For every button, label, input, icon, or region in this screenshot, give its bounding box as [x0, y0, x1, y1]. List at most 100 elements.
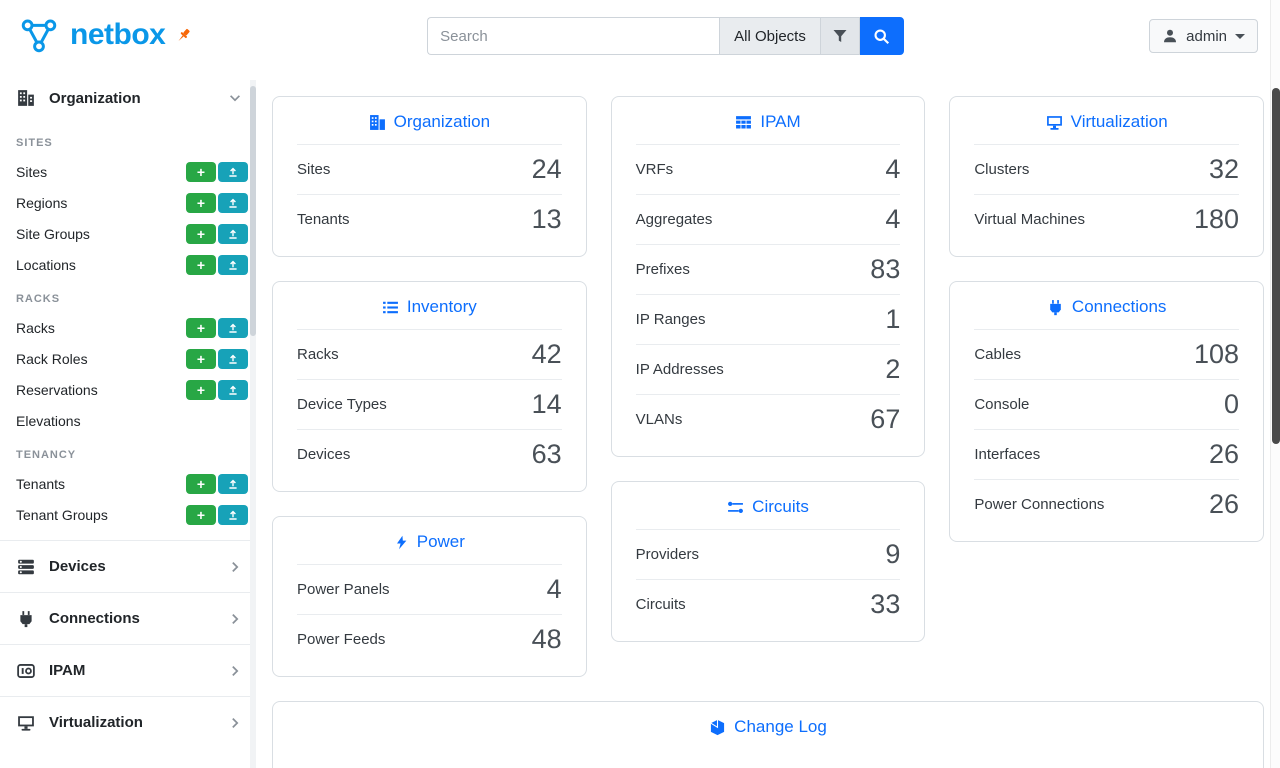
monitor-icon	[16, 714, 36, 732]
person-icon	[1162, 28, 1178, 44]
stat-label[interactable]: Clusters	[974, 161, 1030, 178]
card-power: Power Power Panels 4 Power Feeds 48	[272, 516, 587, 677]
sidebar-item-reservations[interactable]: Reservations +	[0, 374, 256, 405]
import-button[interactable]	[218, 317, 248, 338]
sidebar-item-label: Devices	[49, 558, 106, 575]
stat-label[interactable]: Device Types	[297, 396, 387, 413]
stat-row-power-connections: Power Connections 26	[974, 479, 1240, 529]
card-organization-header: Organization	[297, 97, 562, 144]
logo-row: netbox	[0, 0, 256, 72]
stat-label[interactable]: Racks	[297, 346, 339, 363]
stat-row-tenants: Tenants 13	[297, 194, 562, 244]
stat-label[interactable]: Aggregates	[635, 211, 713, 228]
sidebar-item-devices[interactable]: Devices	[0, 540, 256, 592]
sidebar-item-virtualization[interactable]: Virtualization	[0, 696, 256, 748]
stat-value: 4	[546, 574, 562, 604]
import-button[interactable]	[218, 348, 248, 369]
stat-label[interactable]: Tenants	[297, 211, 350, 228]
add-button[interactable]: +	[186, 317, 216, 338]
sidebar-item-label: IPAM	[49, 662, 86, 679]
cable-icon	[16, 610, 36, 628]
stat-label[interactable]: Interfaces	[974, 446, 1041, 463]
sidebar-nav: Organization SITES Sites + Regions +	[0, 72, 256, 748]
netbox-logo-icon	[16, 14, 62, 56]
card-inventory: Inventory Racks 42 Device Types 14 Devic…	[272, 281, 587, 492]
add-button[interactable]: +	[186, 254, 216, 275]
stat-label[interactable]: Cables	[974, 346, 1022, 363]
sidebar-item-site-groups[interactable]: Site Groups +	[0, 218, 256, 249]
stat-value: 24	[531, 154, 562, 184]
stat-value: 13	[531, 204, 562, 234]
stat-value: 9	[885, 539, 901, 569]
sidebar-item-rack-roles[interactable]: Rack Roles +	[0, 343, 256, 374]
stat-label[interactable]: Power Feeds	[297, 631, 386, 648]
add-button[interactable]: +	[186, 473, 216, 494]
page-scrollbar-thumb[interactable]	[1272, 88, 1280, 444]
sidebar-item-racks[interactable]: Racks +	[0, 312, 256, 343]
bolt-icon	[394, 534, 409, 551]
import-button[interactable]	[218, 161, 248, 182]
stat-label[interactable]: Devices	[297, 446, 351, 463]
stat-value: 180	[1193, 204, 1240, 234]
stat-row-device-types: Device Types 14	[297, 379, 562, 429]
stat-row-sites: Sites 24	[297, 144, 562, 194]
stat-label[interactable]: Virtual Machines	[974, 211, 1085, 228]
add-button[interactable]: +	[186, 379, 216, 400]
grid-table-icon	[735, 114, 752, 131]
stat-value: 108	[1193, 339, 1240, 369]
card-changelog-header: Change Log	[297, 702, 1239, 749]
stat-label[interactable]: IP Addresses	[635, 361, 724, 378]
sidebar-item-tenant-groups[interactable]: Tenant Groups +	[0, 499, 256, 530]
stat-label[interactable]: Sites	[297, 161, 331, 178]
stat-value: 4	[885, 154, 901, 184]
stat-label[interactable]: Power Connections	[974, 496, 1105, 513]
stat-label[interactable]: Console	[974, 396, 1030, 413]
stat-label[interactable]: Power Panels	[297, 581, 390, 598]
add-button[interactable]: +	[186, 192, 216, 213]
add-button[interactable]: +	[186, 504, 216, 525]
stat-label[interactable]: VLANs	[635, 411, 683, 428]
sidebar: netbox	[0, 0, 256, 768]
user-menu-button[interactable]: admin	[1149, 19, 1258, 53]
add-button[interactable]: +	[186, 348, 216, 369]
sidebar-item-elevations[interactable]: Elevations	[16, 412, 81, 429]
import-button[interactable]	[218, 223, 248, 244]
caret-down-icon	[1235, 33, 1245, 39]
stat-value: 42	[531, 339, 562, 369]
stat-label[interactable]: Providers	[635, 546, 700, 563]
import-button[interactable]	[218, 192, 248, 213]
netbox-logo[interactable]: netbox	[16, 14, 166, 56]
stat-value: 2	[885, 354, 901, 384]
sidebar-item-locations[interactable]: Locations +	[0, 249, 256, 280]
import-button[interactable]	[218, 379, 248, 400]
sidebar-item-ipam[interactable]: IPAM	[0, 644, 256, 696]
add-button[interactable]: +	[186, 161, 216, 182]
object-type-dropdown[interactable]: All Objects	[719, 17, 820, 55]
import-button[interactable]	[218, 473, 248, 494]
search-button[interactable]	[859, 17, 904, 55]
import-button[interactable]	[218, 254, 248, 275]
dashboard-grid: Organization Sites 24 Tenants 13	[272, 96, 1265, 701]
stat-value: 33	[870, 589, 901, 619]
import-button[interactable]	[218, 504, 248, 525]
sidebar-item-label: Virtualization	[49, 714, 143, 731]
sidebar-item-connections[interactable]: Connections	[0, 592, 256, 644]
cube-icon	[709, 719, 726, 736]
chevron-right-icon	[228, 560, 242, 574]
stat-value: 83	[870, 254, 901, 284]
add-button[interactable]: +	[186, 223, 216, 244]
stat-label[interactable]: VRFs	[635, 161, 674, 178]
stat-label[interactable]: IP Ranges	[635, 311, 706, 328]
sidebar-item-tenants[interactable]: Tenants +	[0, 468, 256, 499]
stat-label[interactable]: Prefixes	[635, 261, 690, 278]
sidebar-pin-icon[interactable]	[175, 27, 192, 44]
sidebar-item-sites[interactable]: Sites +	[0, 156, 256, 187]
stat-row-console: Console 0	[974, 379, 1240, 429]
stat-label[interactable]: Circuits	[635, 596, 686, 613]
filter-button[interactable]	[819, 17, 860, 55]
sidebar-item-organization[interactable]: Organization	[0, 72, 256, 124]
main-content: All Objects	[256, 0, 1280, 768]
sidebar-item-regions[interactable]: Regions +	[0, 187, 256, 218]
sidebar-scrollbar-thumb[interactable]	[250, 86, 256, 336]
search-input[interactable]	[427, 17, 720, 55]
